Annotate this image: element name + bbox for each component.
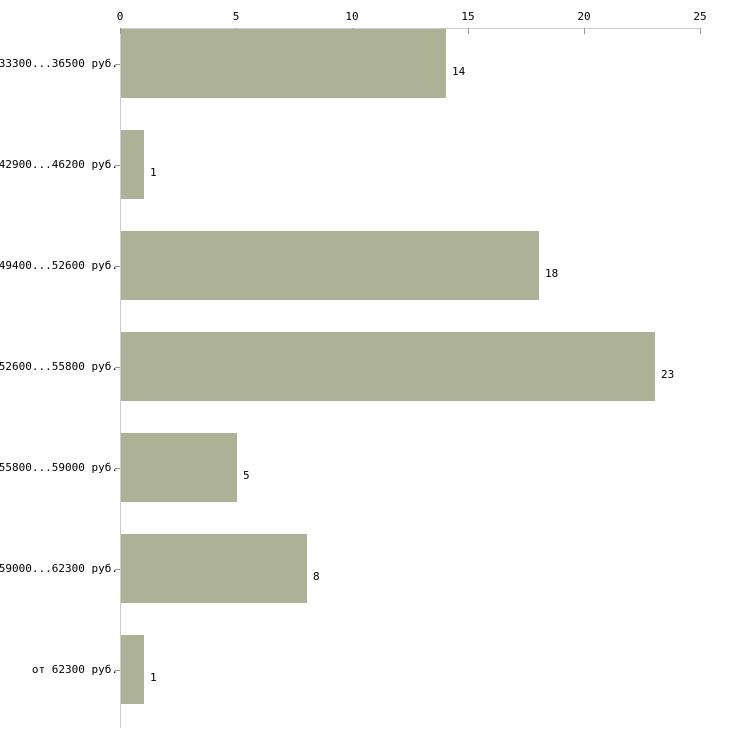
- x-axis-tick-label: 5: [232, 10, 240, 23]
- y-axis-tick: [115, 367, 120, 368]
- category-label: 42900...46200 руб.: [0, 158, 118, 171]
- x-axis-tick: [700, 28, 701, 34]
- y-axis-tick: [115, 569, 120, 570]
- y-axis-tick: [115, 670, 120, 671]
- x-axis-tick: [468, 28, 469, 34]
- category-label: 59000...62300 руб.: [0, 562, 118, 575]
- category-label: 49400...52600 руб.: [0, 259, 118, 272]
- category-label: 52600...55800 руб.: [0, 360, 118, 373]
- bar: [121, 332, 655, 401]
- x-axis-tick-label: 25: [693, 10, 707, 23]
- bar: [121, 433, 237, 502]
- bar-value-label: 14: [452, 65, 466, 78]
- y-axis-tick: [115, 165, 120, 166]
- y-axis-tick: [115, 266, 120, 267]
- bar-value-label: 5: [243, 469, 250, 482]
- bar: [121, 29, 446, 98]
- x-axis-tick-label: 0: [116, 10, 124, 23]
- category-label: от 62300 руб.: [31, 663, 118, 676]
- bar-value-label: 23: [661, 368, 675, 381]
- x-axis-line: [120, 28, 700, 29]
- bar: [121, 534, 307, 603]
- x-axis-tick-label: 10: [345, 10, 359, 23]
- x-axis-tick: [584, 28, 585, 34]
- x-axis-tick-label: 15: [461, 10, 475, 23]
- bar-value-label: 1: [150, 166, 157, 179]
- y-axis-line: [120, 28, 121, 728]
- category-label: 55800...59000 руб.: [0, 461, 118, 474]
- y-axis-tick: [115, 64, 120, 65]
- bar-value-label: 8: [313, 570, 320, 583]
- bar: [121, 231, 539, 300]
- x-axis-tick-label: 20: [577, 10, 591, 23]
- bar: [121, 130, 144, 199]
- bar-value-label: 18: [545, 267, 559, 280]
- x-axis-tick: [120, 28, 121, 34]
- y-axis-tick: [115, 468, 120, 469]
- bar-value-label: 1: [150, 671, 157, 684]
- bar: [121, 635, 144, 704]
- category-label: 33300...36500 руб.: [0, 57, 118, 70]
